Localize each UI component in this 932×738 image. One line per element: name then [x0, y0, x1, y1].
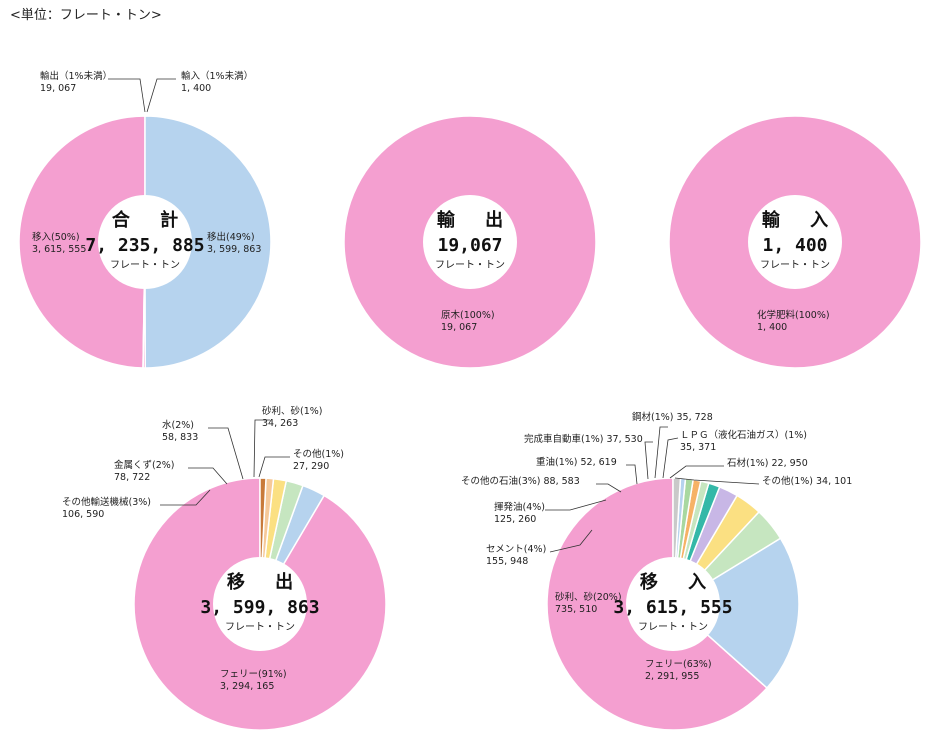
center-title-import: 輸 入 — [762, 209, 840, 231]
donut-hole-outbound — [213, 557, 307, 651]
leader-line-inbound-4 — [596, 483, 622, 493]
donut-hole-import — [748, 195, 842, 289]
slice-label-outbound-2: 金属くず(2%) — [114, 459, 174, 471]
slice-label-export-0: 原木(100%) — [441, 309, 495, 321]
leader-line-inbound-6 — [644, 441, 653, 480]
slice-value-export-0: 19, 067 — [441, 322, 477, 333]
slice-label-import-0: 化学肥料(100%) — [757, 309, 830, 321]
center-title-total: 合 計 — [112, 209, 190, 231]
slice-label-inbound-3: 揮発油(4%) — [494, 501, 545, 513]
leader-line-outbound-2 — [188, 467, 228, 485]
center-title-export: 輸 出 — [437, 209, 515, 231]
slice-value-inbound-3: 125, 260 — [494, 514, 536, 525]
slice-label-inbound-8: ＬＰＧ（液化石油ガス）(1%) — [680, 429, 807, 441]
leader-line-inbound-10 — [674, 477, 760, 485]
slice-value-inbound-1: 735, 510 — [555, 604, 597, 615]
slice-value-outbound-4: 34, 263 — [262, 418, 298, 429]
center-total-export: 19,067 — [437, 235, 502, 256]
slice-label-outbound-4: 砂利、砂(1%) — [262, 405, 322, 417]
leader-line-inbound-7 — [654, 426, 668, 479]
unit-label: <単位：フレート・トン> — [10, 8, 162, 23]
center-unit-inbound: フレート・トン — [638, 622, 708, 633]
pie-slice-inbound-1 — [671, 537, 800, 690]
slice-value-outbound-1: 106, 590 — [62, 509, 104, 520]
slice-label-total-3: 移出(49%) — [207, 231, 255, 243]
leader-line-total-1 — [146, 78, 176, 113]
center-total-inbound: 3, 615, 555 — [613, 597, 732, 618]
center-total-total: 7, 235, 885 — [85, 235, 204, 256]
slice-label-inbound-2: セメント(4%) — [486, 544, 546, 555]
slice-label-outbound-1: その他輸送機械(3%) — [62, 496, 151, 508]
slice-label-outbound-5: その他(1%) — [293, 448, 344, 460]
slice-value-total-3: 3, 599, 863 — [207, 244, 261, 255]
slice-value-inbound-8: 35, 371 — [680, 442, 716, 453]
pie-slice-total-3 — [144, 115, 272, 369]
donut-hole-total — [98, 195, 192, 289]
slice-value-import-0: 1, 400 — [757, 322, 787, 333]
center-unit-total: フレート・トン — [110, 260, 180, 271]
leader-line-inbound-2 — [549, 529, 593, 553]
leader-line-outbound-4 — [253, 419, 270, 478]
slice-value-total-1: 1, 400 — [181, 83, 211, 94]
slice-label-total-0: 輸出（1%未満） — [40, 70, 112, 82]
slice-value-inbound-2: 155, 948 — [486, 556, 528, 567]
slice-value-total-2: 3, 615, 555 — [32, 244, 86, 255]
leader-line-inbound-5 — [626, 464, 638, 485]
slice-label-outbound-0: フェリー(91%) — [220, 669, 287, 680]
center-unit-import: フレート・トン — [760, 260, 830, 271]
slice-label-inbound-1: 砂利、砂(20%) — [555, 591, 622, 603]
slice-value-outbound-2: 78, 722 — [114, 472, 150, 483]
slice-label-inbound-4: その他の石油(3%) 88, 583 — [461, 475, 580, 487]
donut-hole-inbound — [626, 557, 720, 651]
leader-line-outbound-3 — [208, 427, 244, 480]
slice-label-inbound-5: 重油(1%) 52, 619 — [536, 456, 617, 468]
pie-chart-total: 合 計 7, 235, 885 フレート・トン 輸出（1%未満）19, 067 輸入（1… — [18, 70, 272, 369]
pie-slice-total-0 — [18, 115, 146, 369]
slice-label-total-1: 輸入（1%未満） — [181, 70, 253, 82]
center-unit-export: フレート・トン — [435, 260, 505, 271]
slice-value-outbound-3: 58, 833 — [162, 432, 198, 443]
leader-line-outbound-1 — [160, 489, 211, 506]
slice-label-inbound-9: 石材(1%) 22, 950 — [727, 457, 808, 469]
slice-value-inbound-0: 2, 291, 955 — [645, 671, 699, 682]
center-title-inbound: 移 入 — [640, 571, 718, 593]
center-title-outbound: 移 出 — [227, 571, 305, 593]
leader-line-inbound-8 — [662, 437, 679, 479]
leader-line-inbound-3 — [545, 499, 607, 511]
center-unit-outbound: フレート・トン — [225, 622, 295, 633]
slice-label-inbound-6: 完成車自動車(1%) 37, 530 — [524, 433, 643, 445]
slice-value-outbound-5: 27, 290 — [293, 461, 329, 472]
slice-value-total-0: 19, 067 — [40, 83, 76, 94]
slice-label-inbound-10: その他(1%) 34, 101 — [762, 475, 852, 487]
center-total-import: 1, 400 — [762, 235, 827, 256]
slice-label-inbound-7: 鋼材(1%) 35, 728 — [632, 411, 713, 423]
leader-line-outbound-5 — [258, 456, 290, 478]
leader-line-total-0 — [108, 78, 146, 113]
donut-hole-export — [423, 195, 517, 289]
slice-label-inbound-0: フェリー(63%) — [645, 659, 712, 670]
slice-label-outbound-3: 水(2%) — [162, 419, 194, 431]
leader-line-inbound-9 — [669, 465, 724, 479]
slice-label-total-2: 移入(50%) — [32, 231, 80, 243]
slice-value-outbound-0: 3, 294, 165 — [220, 681, 274, 692]
center-total-outbound: 3, 599, 863 — [200, 597, 319, 618]
